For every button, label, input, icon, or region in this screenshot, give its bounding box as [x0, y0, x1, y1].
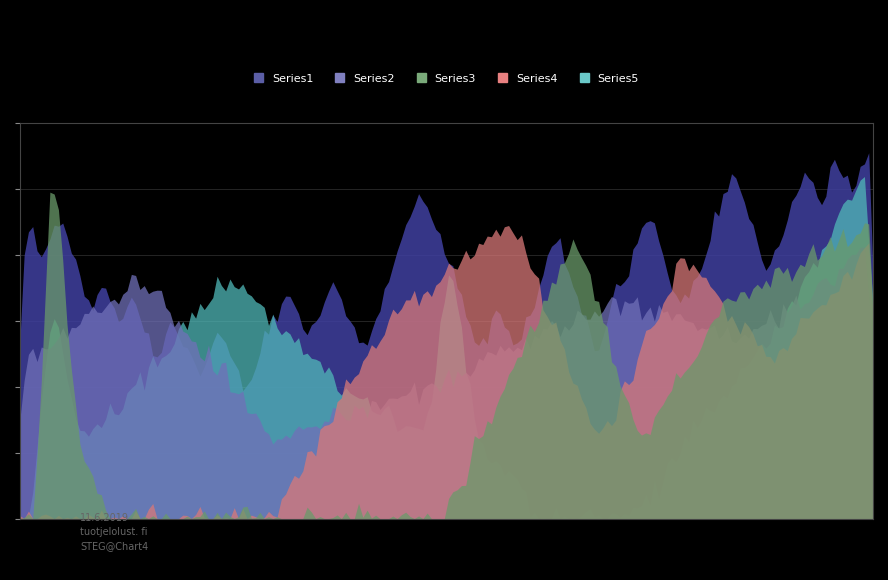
Legend: Series1, Series2, Series3, Series4, Series5: Series1, Series2, Series3, Series4, Seri…: [250, 69, 643, 88]
Text: 11.6.2019
tuotjelolust. fi
STEG@Chart4: 11.6.2019 tuotjelolust. fi STEG@Chart4: [80, 513, 148, 551]
